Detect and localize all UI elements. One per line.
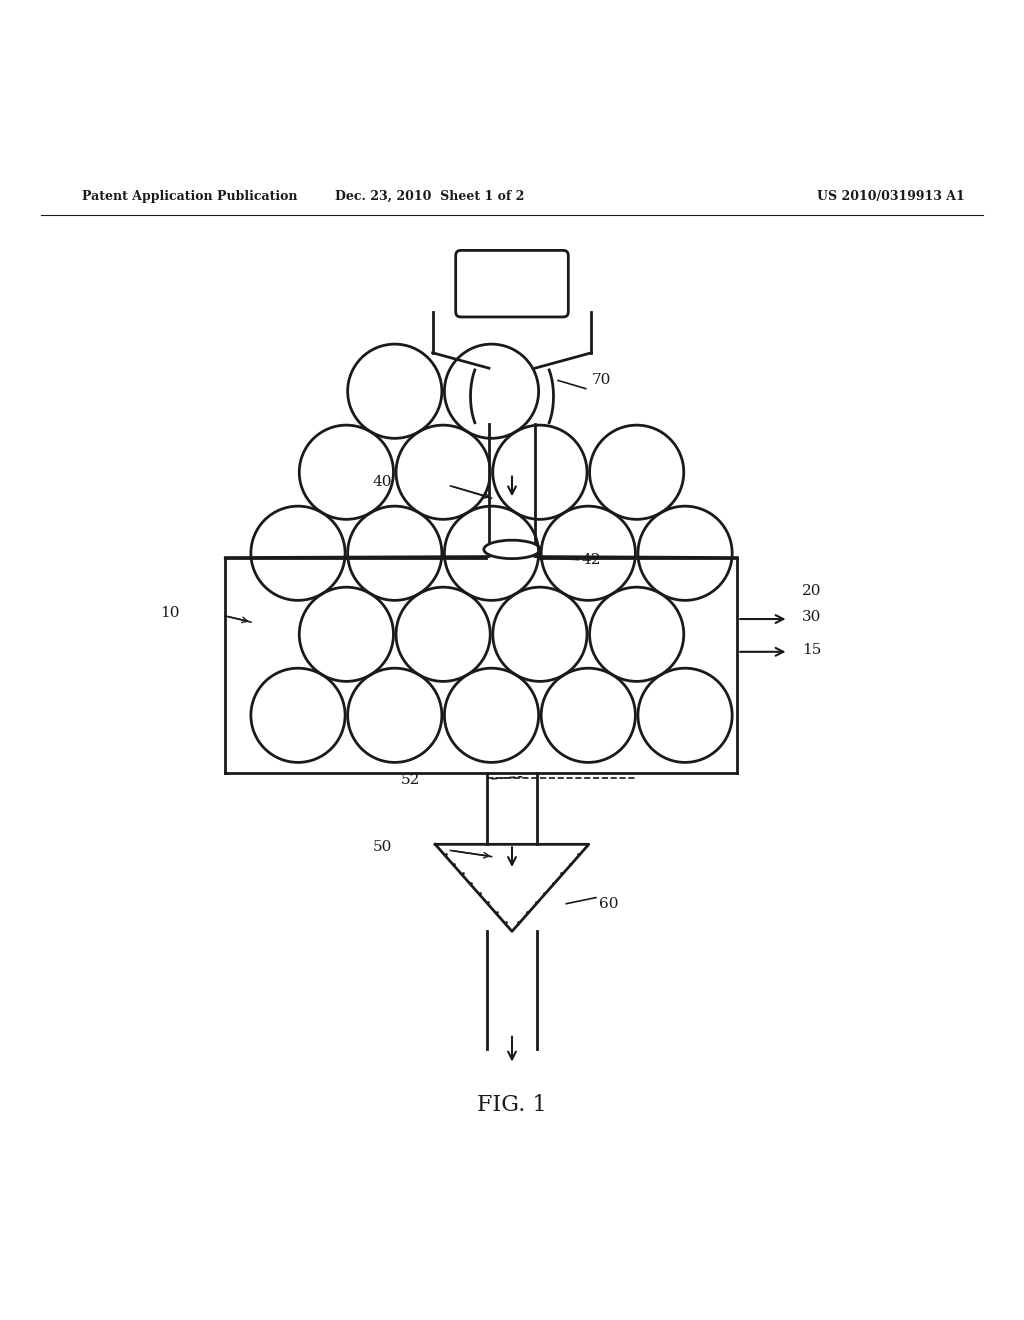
Text: 52: 52 [400, 772, 420, 787]
Text: Patent Application Publication: Patent Application Publication [82, 190, 297, 203]
Text: Dec. 23, 2010  Sheet 1 of 2: Dec. 23, 2010 Sheet 1 of 2 [336, 190, 524, 203]
Text: US 2010/0319913 A1: US 2010/0319913 A1 [817, 190, 965, 203]
Text: 42: 42 [582, 553, 601, 566]
Text: 15: 15 [802, 643, 821, 657]
Text: 50: 50 [373, 841, 392, 854]
Text: 60: 60 [599, 896, 618, 911]
Text: 30: 30 [802, 610, 821, 624]
Text: 70: 70 [592, 374, 611, 388]
Text: 40: 40 [373, 475, 392, 488]
Text: FIG. 1: FIG. 1 [477, 1094, 547, 1117]
Ellipse shape [483, 540, 541, 558]
Text: 20: 20 [802, 585, 821, 598]
Text: 10: 10 [160, 606, 179, 620]
